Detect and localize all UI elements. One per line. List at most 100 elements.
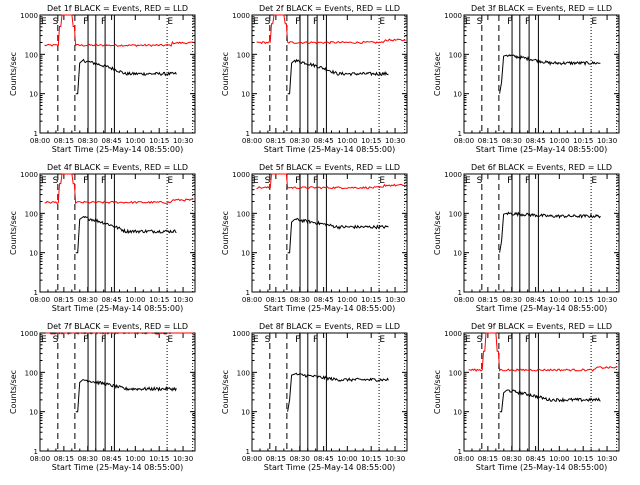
plot-frame [463, 173, 620, 293]
x-tick-label: 08:30 [502, 137, 522, 145]
x-tick-label: 08:45 [526, 137, 546, 145]
panel-title: Det 6f BLACK = Events, RED = LLD [471, 163, 612, 172]
series-lld-red [44, 14, 194, 48]
y-tick-label: 10 [453, 409, 462, 417]
y-axis: 1 10 100 1000 [444, 171, 619, 297]
x-axis-label: Start Time (25-May-14 08:55:00) [52, 463, 183, 472]
phase-marker: F [83, 17, 88, 27]
x-tick-label: 08:30 [290, 296, 310, 304]
phase-marker: F [101, 17, 106, 27]
x-axis: 08:00 08:15 08:30 08:45 10:00 10:15 10:30 [30, 174, 193, 304]
x-tick-label: 08:30 [502, 296, 522, 304]
phase-marker: E [167, 17, 173, 27]
x-tick-label: 08:00 [454, 455, 474, 463]
panel-title: Det 2f BLACK = Events, RED = LLD [259, 4, 400, 13]
panel-title: Det 8f BLACK = Events, RED = LLD [259, 322, 400, 331]
phase-marker: E [41, 17, 47, 27]
y-tick-label: 100 [25, 51, 38, 59]
y-tick-label: 1000 [444, 330, 462, 338]
phase-marker: F [313, 17, 318, 27]
x-tick-label: 08:15 [478, 455, 498, 463]
phase-marker: F [525, 17, 530, 27]
y-tick-label: 1000 [232, 330, 250, 338]
x-tick-label: 08:30 [78, 296, 98, 304]
series-lld-red [44, 173, 194, 205]
x-tick-label: 10:00 [337, 137, 357, 145]
phase-marker: S [477, 335, 483, 345]
panel-title: Det 3f BLACK = Events, RED = LLD [471, 4, 612, 13]
x-tick-label: 08:45 [102, 455, 122, 463]
x-axis: 08:00 08:15 08:30 08:45 10:00 10:15 10:30 [30, 333, 193, 463]
x-tick-label: 08:45 [102, 296, 122, 304]
y-axis-label: Counts/sec [9, 370, 18, 414]
x-axis: 08:00 08:15 08:30 08:45 10:00 10:15 10:30 [454, 333, 617, 463]
phase-marker: E [167, 176, 173, 186]
y-tick-label: 100 [25, 210, 38, 218]
x-tick-label: 10:30 [385, 455, 405, 463]
x-tick-label: 10:30 [597, 137, 617, 145]
x-tick-label: 08:30 [78, 137, 98, 145]
x-tick-label: 10:00 [549, 137, 569, 145]
x-tick-label: 10:00 [337, 455, 357, 463]
x-tick-label: 10:15 [361, 137, 381, 145]
x-axis-label: Start Time (25-May-14 08:55:00) [52, 304, 183, 313]
x-tick-label: 08:30 [502, 455, 522, 463]
panel-det-4: Det 4f BLACK = Events, RED = LLD 1 10 100 10… [9, 163, 196, 313]
x-tick-label: 08:30 [290, 137, 310, 145]
y-tick-label: 10 [241, 250, 250, 258]
x-axis: 08:00 08:15 08:30 08:45 10:00 10:15 10:30 [454, 15, 617, 145]
panel-det-6: Det 6f BLACK = Events, RED = LLD 1 10 100 10… [433, 163, 620, 313]
y-tick-label: 10 [29, 409, 38, 417]
panel-det-1: Det 1f BLACK = Events, RED = LLD 1 10 100 10… [9, 4, 196, 154]
y-tick-label: 1 [246, 289, 250, 297]
phase-marker: E [591, 176, 597, 186]
phase-marker: F [295, 176, 300, 186]
x-tick-label: 08:00 [454, 296, 474, 304]
x-tick-label: 08:00 [242, 137, 262, 145]
x-tick-label: 10:00 [549, 455, 569, 463]
x-tick-label: 10:30 [385, 296, 405, 304]
x-tick-label: 10:00 [125, 137, 145, 145]
plot-frame [251, 173, 408, 293]
plot-frame [251, 332, 408, 452]
y-tick-label: 10 [241, 409, 250, 417]
x-tick-label: 10:00 [337, 296, 357, 304]
plot-frame [463, 14, 620, 134]
x-tick-label: 10:15 [573, 137, 593, 145]
phase-marker: E [591, 17, 597, 27]
x-tick-label: 08:00 [242, 296, 262, 304]
x-tick-label: 08:45 [314, 137, 334, 145]
plot-frame [39, 173, 196, 293]
plot-frame [39, 332, 196, 452]
y-tick-label: 1000 [20, 12, 38, 20]
y-tick-label: 100 [25, 369, 38, 377]
x-tick-label: 08:30 [290, 455, 310, 463]
x-axis: 08:00 08:15 08:30 08:45 10:00 10:15 10:30 [30, 15, 193, 145]
y-tick-label: 10 [453, 250, 462, 258]
x-tick-label: 10:00 [125, 296, 145, 304]
phase-marker: F [295, 335, 300, 345]
x-tick-label: 08:15 [266, 137, 286, 145]
x-axis: 08:00 08:15 08:30 08:45 10:00 10:15 10:30 [242, 333, 405, 463]
y-tick-label: 100 [449, 210, 462, 218]
panel-title: Det 4f BLACK = Events, RED = LLD [47, 163, 188, 172]
x-tick-label: 08:45 [526, 455, 546, 463]
y-tick-label: 10 [241, 91, 250, 99]
y-tick-label: 1 [458, 130, 462, 138]
y-tick-label: 100 [237, 210, 250, 218]
plot-frame [463, 332, 620, 452]
y-axis: 1 10 100 1000 [20, 171, 195, 297]
x-tick-label: 10:15 [573, 455, 593, 463]
phase-marker: S [53, 17, 59, 27]
y-tick-label: 1 [34, 448, 38, 456]
y-tick-label: 1000 [444, 171, 462, 179]
phase-marker: F [507, 335, 512, 345]
y-axis-label: Counts/sec [433, 52, 442, 96]
x-tick-label: 08:45 [526, 296, 546, 304]
phase-marker: E [465, 17, 471, 27]
series-events-black [287, 372, 389, 412]
phase-marker: F [313, 335, 318, 345]
y-tick-label: 1 [34, 130, 38, 138]
y-axis: 1 10 100 1000 [20, 330, 195, 456]
panel-title: Det 7f BLACK = Events, RED = LLD [47, 322, 188, 331]
